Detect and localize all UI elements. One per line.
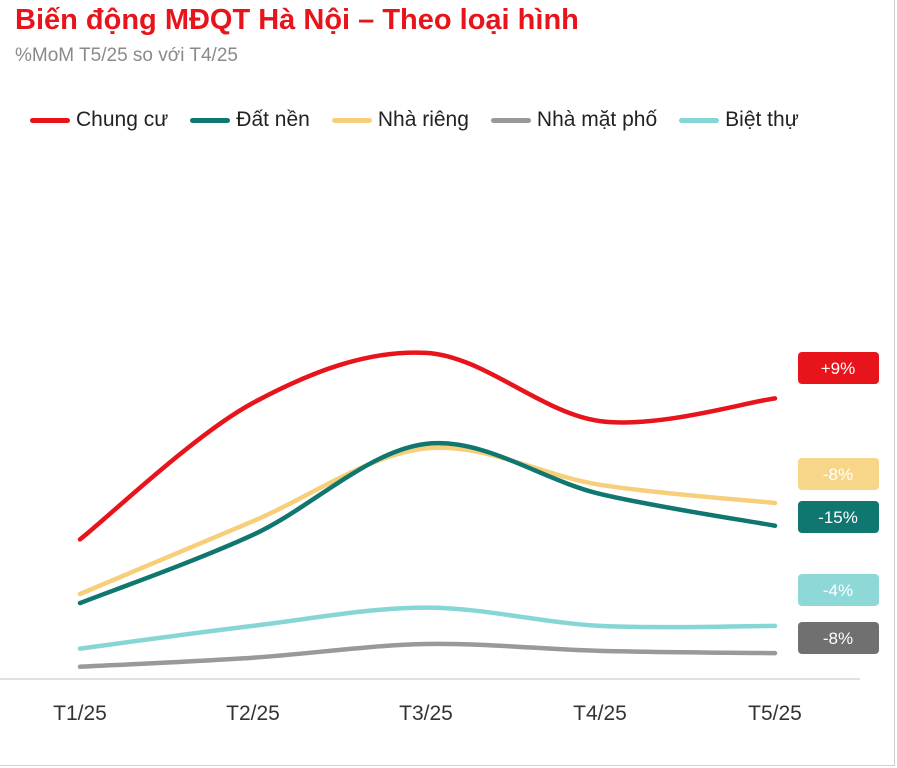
end-label-bg-0: [798, 352, 879, 384]
legend-item-dat-nen: Đất nền: [190, 108, 310, 132]
legend-swatch-nha-rieng: [331, 117, 372, 123]
legend-label-dat-nen: Đất nền: [236, 108, 310, 131]
chart-subtitle: %MoM T5/25 so với T4/25: [15, 45, 238, 66]
legend-label-nha-mat-pho: Nhà mặt phố: [536, 108, 658, 131]
end-label-text-1: -15%: [818, 508, 858, 527]
end-label-bg-2: [798, 458, 879, 490]
end-label-4: -4%: [798, 574, 879, 606]
legend-label-chung-cu: Chung cư: [76, 108, 169, 131]
legend-item-nha-rieng: Nhà riêng: [331, 108, 469, 132]
series-line-2: [77, 445, 778, 597]
chart-title: Biến động MĐQT Hà Nội – Theo loại hình: [15, 4, 579, 36]
end-label-bg-3: [798, 622, 879, 654]
legend-swatch-chung-cu: [30, 117, 70, 123]
end-label-2: -8%: [798, 458, 879, 490]
legend-swatch-nha-mat-pho: [490, 117, 531, 123]
legend-swatch-biet-thu: [679, 117, 720, 123]
x-tick-label: T1/25: [53, 702, 107, 725]
legend-item-biet-thu: Biệt thự: [679, 108, 799, 132]
legend-swatch-dat-nen: [190, 117, 231, 123]
end-label-text-4: -4%: [823, 581, 853, 600]
end-label-bg-1: [798, 501, 879, 533]
legend-label-nha-rieng: Nhà riêng: [377, 108, 469, 131]
end-label-text-3: -8%: [823, 629, 853, 648]
end-label-3: -8%: [798, 622, 879, 654]
end-label-text-2: -8%: [823, 465, 853, 484]
x-tick-label: T2/25: [226, 702, 280, 725]
series-line-1: [77, 440, 778, 606]
end-label-1: -15%: [798, 501, 879, 533]
x-tick-label: T4/25: [573, 702, 627, 725]
legend: Chung cư Đất nền Nhà riêng Nhà mặt phố B…: [30, 108, 821, 132]
end-label-text-0: +9%: [821, 359, 856, 378]
legend-item-chung-cu: Chung cư: [30, 108, 168, 132]
legend-item-nha-mat-pho: Nhà mặt phố: [490, 108, 658, 132]
x-tick-label: T5/25: [748, 702, 802, 725]
end-label-bg-4: [798, 574, 879, 606]
x-tick-label: T3/25: [399, 702, 453, 725]
legend-label-biet-thu: Biệt thự: [725, 108, 799, 131]
end-label-0: +9%: [798, 352, 879, 384]
series-line-3: [77, 641, 778, 670]
series-line-0: [77, 350, 778, 542]
